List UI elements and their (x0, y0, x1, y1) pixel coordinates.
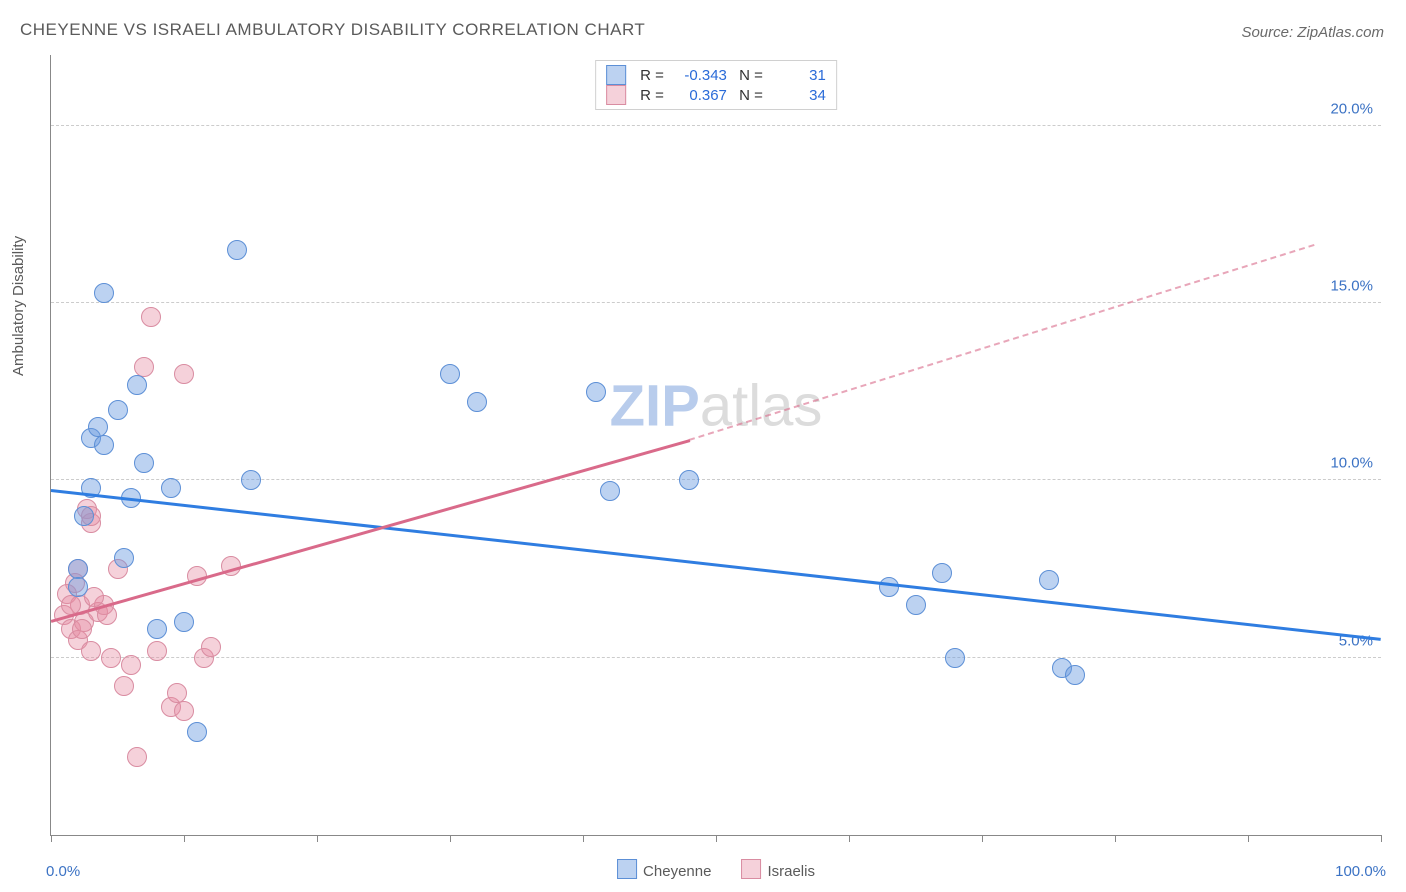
scatter-point-cheyenne (74, 506, 94, 526)
scatter-point-cheyenne (134, 453, 154, 473)
scatter-point-cheyenne (600, 481, 620, 501)
x-tick (184, 835, 185, 842)
x-tick (1381, 835, 1382, 842)
scatter-point-cheyenne (227, 240, 247, 260)
scatter-point-israelis (114, 676, 134, 696)
scatter-point-israelis (127, 747, 147, 767)
stat-row-israelis: R =0.367 N =34 (606, 85, 826, 105)
x-axis-min-label: 0.0% (46, 863, 80, 880)
scatter-point-israelis (81, 641, 101, 661)
y-axis-label: Ambulatory Disability (10, 236, 27, 376)
scatter-point-cheyenne (174, 612, 194, 632)
scatter-point-cheyenne (161, 478, 181, 498)
scatter-point-cheyenne (679, 470, 699, 490)
scatter-point-cheyenne (879, 577, 899, 597)
x-tick (583, 835, 584, 842)
scatter-point-cheyenne (114, 548, 134, 568)
chart-area: ZIPatlas R =-0.343 N =31 R =0.367 N =34 … (50, 55, 1381, 836)
legend-item-israelis: Israelis (741, 859, 815, 880)
scatter-point-cheyenne (932, 563, 952, 583)
scatter-point-israelis (121, 655, 141, 675)
x-tick (1248, 835, 1249, 842)
scatter-point-israelis (141, 307, 161, 327)
scatter-point-cheyenne (94, 435, 114, 455)
scatter-point-cheyenne (945, 648, 965, 668)
scatter-point-cheyenne (1039, 570, 1059, 590)
x-tick (317, 835, 318, 842)
scatter-point-cheyenne (127, 375, 147, 395)
legend-item-cheyenne: Cheyenne (617, 859, 711, 880)
stat-row-cheyenne: R =-0.343 N =31 (606, 65, 826, 85)
x-tick (716, 835, 717, 842)
legend: Cheyenne Israelis (617, 859, 815, 880)
scatter-point-cheyenne (187, 722, 207, 742)
gridline (51, 302, 1381, 303)
scatter-point-cheyenne (906, 595, 926, 615)
scatter-point-israelis (101, 648, 121, 668)
scatter-point-cheyenne (108, 400, 128, 420)
x-tick (51, 835, 52, 842)
scatter-point-israelis (147, 641, 167, 661)
x-tick (849, 835, 850, 842)
x-tick (450, 835, 451, 842)
scatter-point-cheyenne (241, 470, 261, 490)
chart-title: CHEYENNE VS ISRAELI AMBULATORY DISABILIT… (20, 20, 645, 40)
scatter-point-israelis (174, 701, 194, 721)
y-tick-label: 10.0% (1330, 455, 1373, 472)
scatter-point-cheyenne (586, 382, 606, 402)
y-tick-label: 20.0% (1330, 100, 1373, 117)
scatter-point-cheyenne (1065, 665, 1085, 685)
x-axis-max-label: 100.0% (1335, 863, 1386, 880)
gridline (51, 125, 1381, 126)
scatter-point-cheyenne (440, 364, 460, 384)
x-tick (982, 835, 983, 842)
scatter-point-cheyenne (467, 392, 487, 412)
scatter-point-cheyenne (94, 283, 114, 303)
scatter-point-israelis (174, 364, 194, 384)
stat-box: R =-0.343 N =31 R =0.367 N =34 (595, 60, 837, 110)
scatter-point-israelis (201, 637, 221, 657)
source-label: Source: ZipAtlas.com (1241, 24, 1384, 41)
x-tick (1115, 835, 1116, 842)
scatter-point-cheyenne (147, 619, 167, 639)
gridline (51, 657, 1381, 658)
y-tick-label: 15.0% (1330, 278, 1373, 295)
scatter-point-israelis (72, 619, 92, 639)
scatter-point-cheyenne (68, 577, 88, 597)
